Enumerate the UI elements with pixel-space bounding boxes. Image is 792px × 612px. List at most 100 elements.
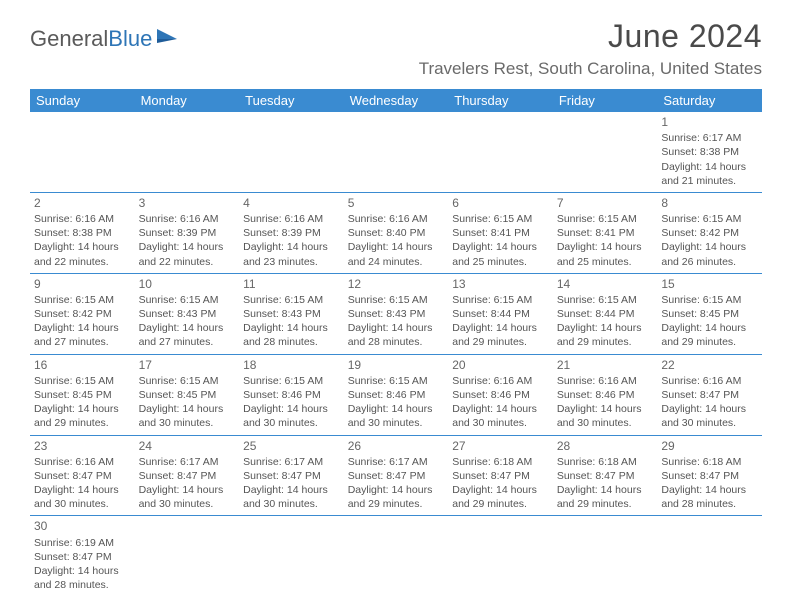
sunset-line: Sunset: 8:43 PM: [139, 307, 236, 321]
day-number: 8: [661, 195, 758, 211]
calendar-day-cell: 19Sunrise: 6:15 AMSunset: 8:46 PMDayligh…: [344, 354, 449, 435]
day-number: 2: [34, 195, 131, 211]
sunrise-line: Sunrise: 6:18 AM: [661, 455, 758, 469]
sunrise-line: Sunrise: 6:15 AM: [557, 293, 654, 307]
calendar-day-cell: 7Sunrise: 6:15 AMSunset: 8:41 PMDaylight…: [553, 192, 658, 273]
sunset-line: Sunset: 8:41 PM: [557, 226, 654, 240]
day-number: 23: [34, 438, 131, 454]
daylight-line: Daylight: 14 hours and 30 minutes.: [452, 402, 549, 430]
sunrise-line: Sunrise: 6:18 AM: [557, 455, 654, 469]
location-subtitle: Travelers Rest, South Carolina, United S…: [419, 59, 762, 79]
day-number: 18: [243, 357, 340, 373]
weekday-header: Thursday: [448, 89, 553, 112]
calendar-week-row: 23Sunrise: 6:16 AMSunset: 8:47 PMDayligh…: [30, 435, 762, 516]
calendar-day-cell: 10Sunrise: 6:15 AMSunset: 8:43 PMDayligh…: [135, 273, 240, 354]
day-number: 21: [557, 357, 654, 373]
sunrise-line: Sunrise: 6:16 AM: [557, 374, 654, 388]
daylight-line: Daylight: 14 hours and 29 minutes.: [452, 483, 549, 511]
month-title: June 2024: [419, 18, 762, 55]
weekday-header: Friday: [553, 89, 658, 112]
calendar-day-cell: 9Sunrise: 6:15 AMSunset: 8:42 PMDaylight…: [30, 273, 135, 354]
daylight-line: Daylight: 14 hours and 27 minutes.: [34, 321, 131, 349]
sunset-line: Sunset: 8:38 PM: [34, 226, 131, 240]
calendar-day-cell: 1Sunrise: 6:17 AMSunset: 8:38 PMDaylight…: [657, 112, 762, 192]
daylight-line: Daylight: 14 hours and 30 minutes.: [661, 402, 758, 430]
daylight-line: Daylight: 14 hours and 29 minutes.: [452, 321, 549, 349]
calendar-table: SundayMondayTuesdayWednesdayThursdayFrid…: [30, 89, 762, 596]
calendar-day-cell: 24Sunrise: 6:17 AMSunset: 8:47 PMDayligh…: [135, 435, 240, 516]
calendar-day-cell: 20Sunrise: 6:16 AMSunset: 8:46 PMDayligh…: [448, 354, 553, 435]
daylight-line: Daylight: 14 hours and 30 minutes.: [139, 483, 236, 511]
sunrise-line: Sunrise: 6:15 AM: [452, 212, 549, 226]
sunset-line: Sunset: 8:45 PM: [34, 388, 131, 402]
sunrise-line: Sunrise: 6:19 AM: [34, 536, 131, 550]
daylight-line: Daylight: 14 hours and 28 minutes.: [34, 564, 131, 592]
calendar-empty-cell: [135, 516, 240, 596]
sunset-line: Sunset: 8:46 PM: [348, 388, 445, 402]
day-number: 3: [139, 195, 236, 211]
sunrise-line: Sunrise: 6:15 AM: [348, 374, 445, 388]
daylight-line: Daylight: 14 hours and 25 minutes.: [452, 240, 549, 268]
calendar-day-cell: 26Sunrise: 6:17 AMSunset: 8:47 PMDayligh…: [344, 435, 449, 516]
day-number: 1: [661, 114, 758, 130]
daylight-line: Daylight: 14 hours and 21 minutes.: [661, 160, 758, 188]
day-number: 27: [452, 438, 549, 454]
daylight-line: Daylight: 14 hours and 30 minutes.: [348, 402, 445, 430]
sunrise-line: Sunrise: 6:16 AM: [34, 455, 131, 469]
weekday-header: Monday: [135, 89, 240, 112]
sunset-line: Sunset: 8:47 PM: [243, 469, 340, 483]
weekday-header: Tuesday: [239, 89, 344, 112]
calendar-day-cell: 4Sunrise: 6:16 AMSunset: 8:39 PMDaylight…: [239, 192, 344, 273]
daylight-line: Daylight: 14 hours and 28 minutes.: [661, 483, 758, 511]
sunset-line: Sunset: 8:45 PM: [139, 388, 236, 402]
sunset-line: Sunset: 8:46 PM: [243, 388, 340, 402]
calendar-day-cell: 6Sunrise: 6:15 AMSunset: 8:41 PMDaylight…: [448, 192, 553, 273]
sunrise-line: Sunrise: 6:15 AM: [139, 293, 236, 307]
calendar-empty-cell: [448, 516, 553, 596]
sunset-line: Sunset: 8:47 PM: [452, 469, 549, 483]
day-number: 26: [348, 438, 445, 454]
sunrise-line: Sunrise: 6:15 AM: [661, 212, 758, 226]
sunset-line: Sunset: 8:38 PM: [661, 145, 758, 159]
calendar-empty-cell: [657, 516, 762, 596]
daylight-line: Daylight: 14 hours and 30 minutes.: [557, 402, 654, 430]
calendar-day-cell: 23Sunrise: 6:16 AMSunset: 8:47 PMDayligh…: [30, 435, 135, 516]
day-number: 10: [139, 276, 236, 292]
calendar-day-cell: 16Sunrise: 6:15 AMSunset: 8:45 PMDayligh…: [30, 354, 135, 435]
daylight-line: Daylight: 14 hours and 29 minutes.: [348, 483, 445, 511]
daylight-line: Daylight: 14 hours and 30 minutes.: [243, 483, 340, 511]
daylight-line: Daylight: 14 hours and 29 minutes.: [34, 402, 131, 430]
calendar-week-row: 16Sunrise: 6:15 AMSunset: 8:45 PMDayligh…: [30, 354, 762, 435]
calendar-day-cell: 12Sunrise: 6:15 AMSunset: 8:43 PMDayligh…: [344, 273, 449, 354]
day-number: 28: [557, 438, 654, 454]
weekday-header: Wednesday: [344, 89, 449, 112]
day-number: 6: [452, 195, 549, 211]
day-number: 17: [139, 357, 236, 373]
sunrise-line: Sunrise: 6:17 AM: [348, 455, 445, 469]
sunrise-line: Sunrise: 6:17 AM: [661, 131, 758, 145]
calendar-day-cell: 2Sunrise: 6:16 AMSunset: 8:38 PMDaylight…: [30, 192, 135, 273]
daylight-line: Daylight: 14 hours and 27 minutes.: [139, 321, 236, 349]
calendar-day-cell: 8Sunrise: 6:15 AMSunset: 8:42 PMDaylight…: [657, 192, 762, 273]
daylight-line: Daylight: 14 hours and 26 minutes.: [661, 240, 758, 268]
sunset-line: Sunset: 8:39 PM: [139, 226, 236, 240]
calendar-day-cell: 15Sunrise: 6:15 AMSunset: 8:45 PMDayligh…: [657, 273, 762, 354]
daylight-line: Daylight: 14 hours and 22 minutes.: [139, 240, 236, 268]
sunset-line: Sunset: 8:45 PM: [661, 307, 758, 321]
logo-text-blue: Blue: [108, 26, 152, 52]
calendar-day-cell: 27Sunrise: 6:18 AMSunset: 8:47 PMDayligh…: [448, 435, 553, 516]
day-number: 5: [348, 195, 445, 211]
daylight-line: Daylight: 14 hours and 28 minutes.: [243, 321, 340, 349]
sunset-line: Sunset: 8:46 PM: [452, 388, 549, 402]
day-number: 25: [243, 438, 340, 454]
day-number: 22: [661, 357, 758, 373]
daylight-line: Daylight: 14 hours and 29 minutes.: [661, 321, 758, 349]
sunrise-line: Sunrise: 6:17 AM: [139, 455, 236, 469]
daylight-line: Daylight: 14 hours and 30 minutes.: [243, 402, 340, 430]
title-block: June 2024 Travelers Rest, South Carolina…: [419, 18, 762, 79]
calendar-empty-cell: [239, 112, 344, 192]
sunset-line: Sunset: 8:47 PM: [348, 469, 445, 483]
calendar-empty-cell: [553, 112, 658, 192]
day-number: 11: [243, 276, 340, 292]
weekday-header: Sunday: [30, 89, 135, 112]
